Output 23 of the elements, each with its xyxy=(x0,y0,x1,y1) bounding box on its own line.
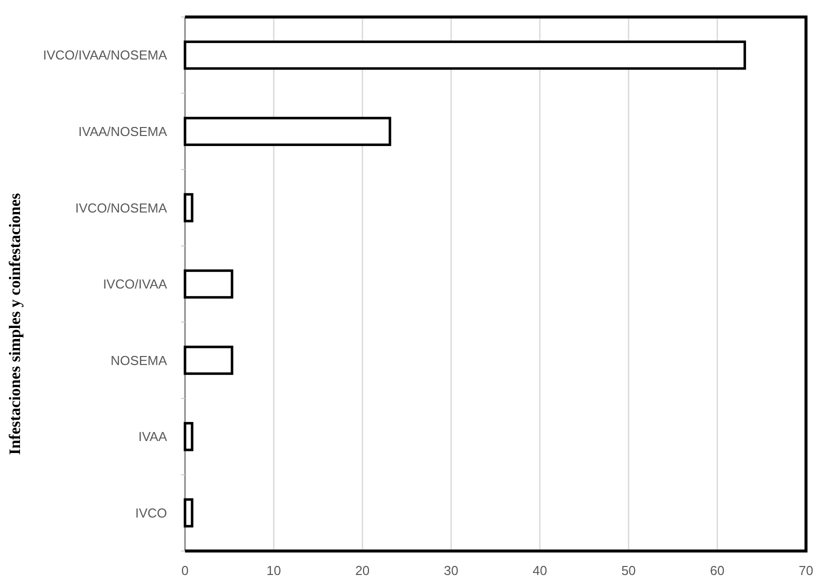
bar xyxy=(184,498,194,528)
x-tick-label: 30 xyxy=(444,563,458,578)
y-tick-label: IVAA xyxy=(138,429,168,444)
bar xyxy=(184,193,194,222)
y-tick-label: IVAA/NOSEMA xyxy=(78,124,168,139)
y-axis-title: Infestaciones simples y coinfestaciones xyxy=(7,193,24,455)
bar xyxy=(184,422,194,452)
bar xyxy=(184,346,234,375)
bar xyxy=(184,116,392,146)
bar xyxy=(184,40,746,70)
x-tick-label: 50 xyxy=(621,563,636,578)
x-tick-label: 10 xyxy=(266,563,281,578)
x-tick-label: 20 xyxy=(355,563,370,578)
x-tick-label: 40 xyxy=(532,563,548,578)
y-tick-label: NOSEMA xyxy=(110,352,168,368)
y-tick-label: IVCO/IVAA xyxy=(102,276,168,292)
x-tick-label: 0 xyxy=(181,563,189,578)
y-tick-label: IVCO/NOSEMA xyxy=(75,200,168,216)
y-tick-label: IVCO xyxy=(135,505,167,520)
bar xyxy=(184,269,234,299)
y-tick-label: IVCO/IVAA/NOSEMA xyxy=(42,48,168,63)
x-tick-label: 70 xyxy=(798,563,814,578)
x-tick-label: 60 xyxy=(710,563,725,578)
